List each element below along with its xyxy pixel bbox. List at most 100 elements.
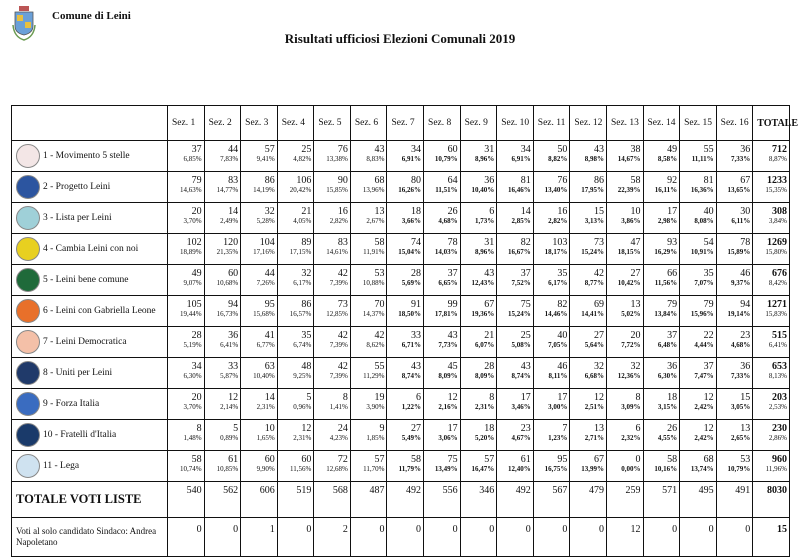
vote-count: 33 (228, 361, 239, 372)
vote-percent: 7,83% (220, 155, 239, 163)
vote-percent: 4,67% (511, 434, 531, 442)
vote-percent: 17,81% (434, 310, 458, 318)
vote-count: 67 (484, 299, 495, 310)
vote-count: 48 (301, 361, 312, 372)
vote-percent: 10,16% (654, 465, 678, 473)
vote-percent: 7,39% (329, 341, 348, 349)
party-total-percent: 11,96% (765, 465, 787, 473)
vote-count: 37 (703, 361, 714, 372)
section-result-cell: 43 8,74% (496, 357, 534, 389)
vote-count: 55 (374, 361, 385, 372)
vote-percent: 1,73% (474, 217, 495, 225)
section-value: 0 (423, 517, 461, 557)
section-result-cell: 73 12,85% (313, 295, 351, 327)
vote-count: 8 (196, 423, 202, 434)
party-total-percent: 2,86% (768, 434, 787, 442)
vote-count: 28 (411, 268, 422, 279)
vote-count: 20 (191, 392, 202, 403)
vote-percent: 11,70% (363, 465, 385, 473)
vote-percent: 11,51% (435, 186, 458, 194)
vote-percent: 6,91% (401, 155, 422, 163)
vote-count: 35 (703, 268, 714, 279)
vote-percent: 16,73% (216, 310, 239, 318)
party-row: 8 - Uniti per Leini 34 6,30% 33 5,87% 63 10,40… (11, 357, 790, 389)
section-result-cell: 55 11,11% (679, 140, 717, 172)
vote-percent: 13,99% (581, 465, 604, 473)
results-table: Sez. 1 Sez. 2 Sez. 3 Sez. 4 Sez. 5 Sez. 6 Sez.… (11, 105, 798, 557)
vote-percent: 7,73% (438, 341, 458, 349)
party-total-votes: 1271 (767, 299, 787, 310)
leini-democratica-logo-icon (16, 330, 40, 354)
section-result-cell: 70 14,37% (349, 295, 388, 327)
vote-percent: 0,96% (293, 403, 312, 411)
vote-percent: 14,46% (544, 310, 568, 318)
vote-count: 50 (557, 144, 568, 155)
section-result-cell: 79 13,84% (642, 295, 681, 327)
section-result-cell: 37 7,52% (496, 264, 534, 296)
vote-count: 78 (740, 237, 751, 248)
vote-count: 73 (593, 237, 604, 248)
vote-count: 17 (520, 392, 531, 403)
vote-count: 20 (191, 206, 202, 217)
section-value: 495 (679, 481, 717, 518)
section-value: 492 (386, 481, 425, 518)
vote-percent: 3,86% (621, 217, 641, 225)
vote-count: 36 (484, 175, 495, 186)
vote-percent: 2,31% (474, 403, 495, 411)
vote-count: 18 (411, 206, 422, 217)
section-result-cell: 103 18,17% (532, 233, 571, 265)
party-name-cell: 9 - Forza Italia (11, 388, 168, 420)
section-result-cell: 74 15,04% (386, 233, 425, 265)
section-value: 567 (532, 481, 571, 518)
section-result-cell: 43 8,74% (386, 357, 425, 389)
vote-percent: 22,39% (617, 186, 641, 194)
section-result-cell: 36 7,33% (715, 357, 754, 389)
section-result-cell: 50 8,82% (532, 140, 571, 172)
section-result-cell: 15 3,05% (715, 388, 754, 420)
vote-count: 12 (228, 392, 239, 403)
vote-percent: 14,37% (362, 310, 385, 318)
vote-percent: 4,23% (329, 434, 348, 442)
vote-count: 28 (191, 330, 202, 341)
section-result-cell: 8 2,31% (459, 388, 498, 420)
party-total-votes: 960 (772, 454, 787, 465)
vote-count: 49 (667, 144, 678, 155)
section-result-cell: 60 9,90% (240, 450, 278, 482)
vote-percent: 3,70% (183, 217, 202, 225)
vote-percent: 5,87% (220, 372, 239, 380)
vote-count: 43 (447, 330, 458, 341)
section-result-cell: 40 8,08% (679, 202, 717, 234)
section-result-cell: 5 0,96% (276, 388, 315, 420)
m5s-logo-icon (16, 144, 40, 168)
vote-percent: 14,19% (253, 186, 275, 194)
section-value: 540 (167, 481, 205, 518)
section-result-cell: 105 19,44% (167, 295, 205, 327)
section-result-cell: 67 19,36% (459, 295, 498, 327)
party-row: 6 - Leini con Gabriella Leone 105 19,44% 94… (11, 295, 790, 327)
section-result-cell: 17 3,00% (532, 388, 571, 420)
vote-count: 102 (186, 237, 202, 248)
vote-percent: 10,68% (216, 279, 239, 287)
party-total-votes: 653 (772, 361, 787, 372)
header-corner (11, 105, 168, 141)
section-value: 0 (496, 517, 534, 557)
vote-percent: 5,64% (584, 341, 604, 349)
vote-percent: 12,36% (617, 372, 641, 380)
party-name: 4 - Cambia Leini con noi (43, 244, 139, 255)
vote-percent: 9,37% (731, 279, 751, 287)
party-total-cell: 1271 15,83% (752, 295, 790, 327)
vote-count: 63 (264, 361, 275, 372)
vote-count: 34 (520, 144, 531, 155)
column-header-sez-4: Sez. 4 (276, 105, 315, 141)
vote-count: 68 (703, 454, 714, 465)
section-result-cell: 73 15,24% (569, 233, 607, 265)
vote-count: 60 (447, 144, 458, 155)
section-result-cell: 20 7,72% (605, 326, 644, 358)
vote-count: 21 (484, 330, 495, 341)
section-result-cell: 58 11,91% (349, 233, 388, 265)
column-header-sez-2: Sez. 2 (203, 105, 242, 141)
party-name-cell: 11 - Lega (11, 450, 168, 482)
vote-percent: 5,19% (183, 341, 202, 349)
section-result-cell: 49 8,58% (642, 140, 681, 172)
vote-count: 105 (186, 299, 202, 310)
